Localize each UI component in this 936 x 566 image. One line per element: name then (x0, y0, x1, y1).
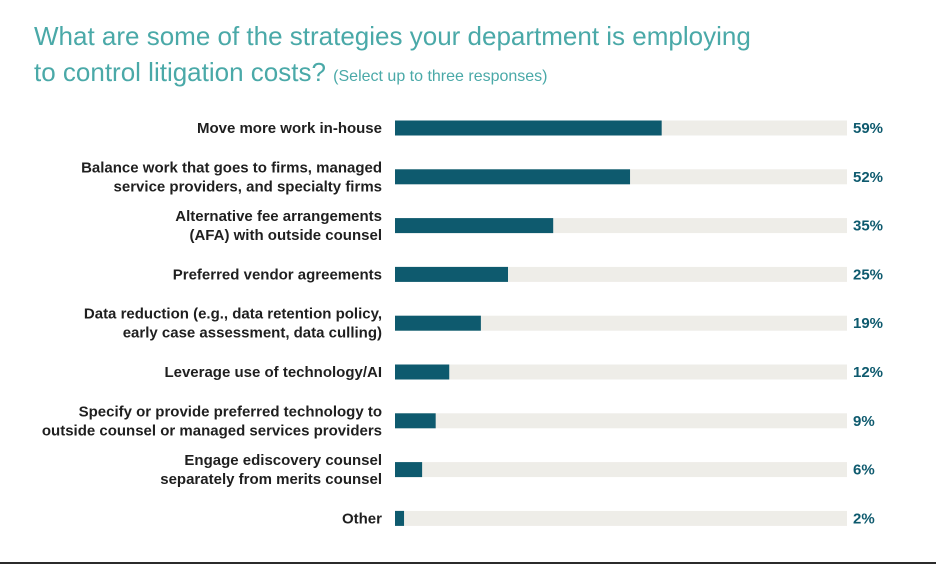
value-label: 2% (853, 510, 875, 527)
bar-track (395, 413, 847, 429)
category-label: separately from merits counsel (160, 471, 382, 488)
value-label: 52% (853, 169, 883, 186)
category-label: Move more work in-house (197, 120, 382, 137)
bar (395, 364, 450, 380)
chart-title: What are some of the strategies your dep… (34, 18, 914, 95)
category-label: (AFA) with outside counsel (189, 227, 382, 244)
title-line-2: to control litigation costs? (34, 57, 326, 87)
category-label: Alternative fee arrangements (175, 208, 382, 225)
category-label: Balance work that goes to firms, managed (81, 159, 382, 176)
category-label: early case assessment, data culling) (123, 325, 382, 342)
value-label: 12% (853, 364, 883, 381)
bar (395, 169, 631, 185)
category-label: Engage ediscovery counsel (184, 452, 382, 469)
category-label: outside counsel or managed services prov… (42, 422, 382, 439)
bottom-divider (0, 562, 936, 564)
bar (395, 413, 436, 429)
category-label: Specify or provide preferred technology … (79, 403, 382, 420)
bar-track (395, 510, 847, 526)
value-label: 59% (853, 120, 883, 137)
title-line-1: What are some of the strategies your dep… (34, 21, 751, 51)
value-label: 9% (853, 413, 875, 430)
category-label: Other (342, 510, 382, 527)
bar (395, 315, 481, 331)
value-label: 6% (853, 462, 875, 479)
bar (395, 462, 423, 478)
category-label: service providers, and specialty firms (114, 178, 382, 195)
category-label: Data reduction (e.g., data retention pol… (84, 306, 382, 323)
chart-subtitle: (Select up to three responses) (333, 68, 548, 85)
bar (395, 218, 554, 234)
bar (395, 120, 662, 136)
bar-track (395, 364, 847, 380)
value-label: 35% (853, 218, 883, 235)
bar-track (395, 462, 847, 478)
category-label: Preferred vendor agreements (173, 266, 382, 283)
bar-track (395, 315, 847, 331)
bar (395, 266, 508, 282)
category-label: Leverage use of technology/AI (164, 364, 382, 381)
bar (395, 510, 405, 526)
value-label: 19% (853, 315, 883, 332)
value-label: 25% (853, 266, 883, 283)
